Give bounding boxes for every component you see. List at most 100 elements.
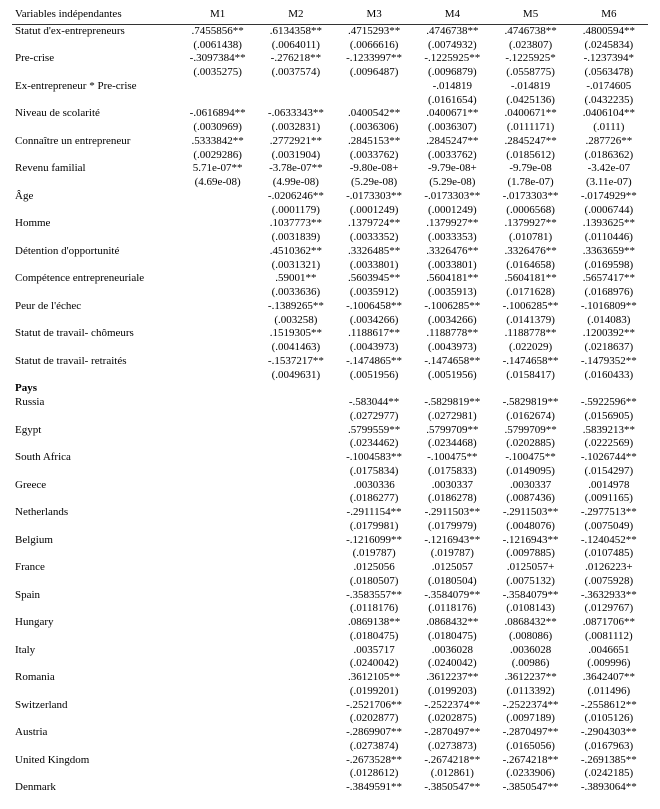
coef-cell: .5799709**	[413, 424, 491, 438]
se-cell	[179, 286, 257, 300]
se-cell	[179, 259, 257, 273]
coef-cell	[257, 781, 335, 795]
coef-cell: .0035717	[335, 644, 413, 658]
row-label: Spain	[12, 589, 179, 603]
coef-cell	[257, 80, 335, 94]
coef-cell: -.1006285**	[413, 300, 491, 314]
table-row-se: (.0030969)(.0032831)(.0036306)(.0036307)…	[12, 121, 648, 135]
se-cell: (.0033636)	[257, 286, 335, 300]
row-label-empty	[12, 259, 179, 273]
coef-cell: -9.79e-08+	[413, 162, 491, 176]
se-cell: (.0199203)	[413, 685, 491, 699]
se-cell	[179, 231, 257, 245]
row-label-empty	[12, 712, 179, 726]
table-row: Italy.0035717.0036028.0036028.0046651	[12, 644, 648, 658]
se-cell: (.0066616)	[335, 39, 413, 53]
row-label: Switzerland	[12, 699, 179, 713]
coef-cell: -.1474865**	[335, 355, 413, 369]
se-cell	[179, 465, 257, 479]
coef-cell: -.1233997**	[335, 52, 413, 66]
se-cell: (.0185612)	[491, 149, 569, 163]
coef-cell: .1379927**	[413, 217, 491, 231]
se-cell: (.0034266)	[413, 314, 491, 328]
coef-cell: -.276218**	[257, 52, 335, 66]
coef-cell: -9.80e-08+	[335, 162, 413, 176]
coef-cell: .3612237**	[413, 671, 491, 685]
row-label-empty	[12, 767, 179, 781]
se-cell: (.0097885)	[491, 547, 569, 561]
table-row-se: (.0031321)(.0033801)(.0033801)(.0164658)…	[12, 259, 648, 273]
coef-cell: -.5922596**	[570, 396, 648, 410]
se-cell: (.0186277)	[335, 492, 413, 506]
se-cell: (.009996)	[570, 657, 648, 671]
se-cell: (.0245834)	[570, 39, 648, 53]
se-cell	[179, 520, 257, 534]
coef-cell	[257, 424, 335, 438]
coef-cell: -.100475**	[413, 451, 491, 465]
se-cell: (.019787)	[413, 547, 491, 561]
row-label-empty	[12, 602, 179, 616]
se-cell	[179, 547, 257, 561]
col-m6: M6	[570, 8, 648, 24]
coef-cell: .5604181**	[413, 272, 491, 286]
coef-cell: -.0174929**	[570, 190, 648, 204]
coef-cell: .3363659**	[570, 245, 648, 259]
se-cell: (.0107485)	[570, 547, 648, 561]
se-cell: (.008086)	[491, 630, 569, 644]
row-label-empty	[12, 492, 179, 506]
coef-cell: -.0616894**	[179, 107, 257, 121]
coef-cell: .5799559**	[335, 424, 413, 438]
se-cell: (.023807)	[491, 39, 569, 53]
se-cell: (.0111171)	[491, 121, 569, 135]
table-row: Revenu familial5.71e-07**-3.78e-07**-9.8…	[12, 162, 648, 176]
se-cell: (.0169598)	[570, 259, 648, 273]
se-cell: (.0171628)	[491, 286, 569, 300]
coef-cell: .0125056	[335, 561, 413, 575]
se-cell: (.0033762)	[335, 149, 413, 163]
table-row: Statut de travail- retraités-.1537217**-…	[12, 355, 648, 369]
se-cell	[257, 657, 335, 671]
se-cell: (.0081112)	[570, 630, 648, 644]
coef-cell: -.100475**	[491, 451, 569, 465]
row-label: Italy	[12, 644, 179, 658]
row-label: Âge	[12, 190, 179, 204]
coef-cell	[179, 781, 257, 795]
coef-cell	[179, 451, 257, 465]
coef-cell: .0036028	[413, 644, 491, 658]
coef-cell	[179, 80, 257, 94]
coef-cell: -.2522374**	[491, 699, 569, 713]
table-row: Pre-crise-.3097384**-.276218**-.1233997*…	[12, 52, 648, 66]
table-row-se: (.0001179)(.0001249)(.0001249)(.0006568)…	[12, 204, 648, 218]
table-row: Homme.1037773**.1379724**.1379927**.1379…	[12, 217, 648, 231]
coef-cell	[179, 616, 257, 630]
row-label: Denmark	[12, 781, 179, 795]
table-row: Peur de l'échec-.1389265**-.1006458**-.1…	[12, 300, 648, 314]
se-cell: (.0240042)	[413, 657, 491, 671]
row-label: Statut de travail- retraités	[12, 355, 179, 369]
coef-cell: -.3893064**	[570, 781, 648, 795]
coef-cell: -.1389265**	[257, 300, 335, 314]
row-label: Pre-crise	[12, 52, 179, 66]
row-label: Russia	[12, 396, 179, 410]
table-row-se: (.0272977)(.0272981)(.0162674)(.0156905)	[12, 410, 648, 424]
se-cell: (.0242185)	[570, 767, 648, 781]
se-cell	[257, 465, 335, 479]
se-cell: (.0001249)	[335, 204, 413, 218]
coef-cell: -.0173303**	[491, 190, 569, 204]
se-cell	[179, 437, 257, 451]
coef-cell: -.1026744**	[570, 451, 648, 465]
coef-cell: .0869138**	[335, 616, 413, 630]
coef-cell: .1200392**	[570, 327, 648, 341]
coef-cell: .0400671**	[491, 107, 569, 121]
coef-cell	[179, 589, 257, 603]
coef-cell: -.2904303**	[570, 726, 648, 740]
se-cell: (.0075049)	[570, 520, 648, 534]
coef-cell: -.3584079**	[413, 589, 491, 603]
se-cell: (.0129767)	[570, 602, 648, 616]
coef-cell: -.2869907**	[335, 726, 413, 740]
col-m3: M3	[335, 8, 413, 24]
coef-cell: .2845153**	[335, 135, 413, 149]
coef-cell	[257, 726, 335, 740]
coef-cell: .1037773**	[257, 217, 335, 231]
se-cell: (.0202877)	[335, 712, 413, 726]
